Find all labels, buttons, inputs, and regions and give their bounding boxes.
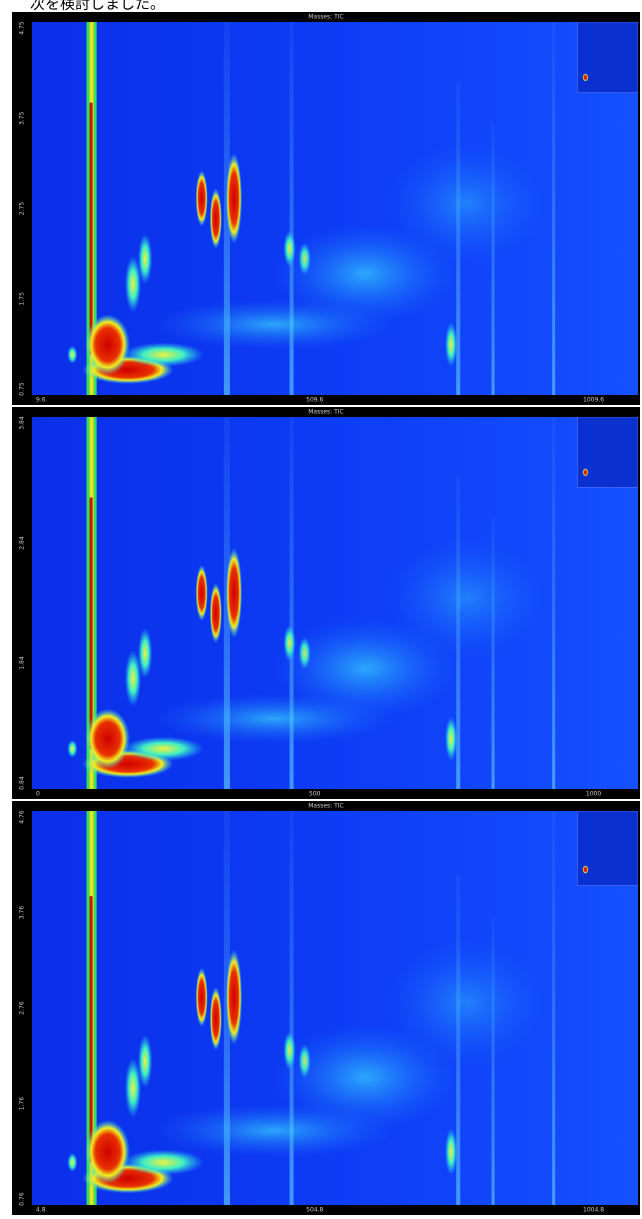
x-tick-label: 1009.6	[583, 397, 604, 404]
y-tick-label: 2.76	[19, 1001, 26, 1015]
panel-title: Masses: TIC	[308, 409, 343, 416]
y-tick-label: 2.84	[19, 536, 26, 550]
y-tick-label: 3.75	[19, 111, 26, 125]
x-tick-label: 504.8	[306, 1207, 323, 1214]
y-tick-label: 3.76	[19, 906, 26, 920]
x-tick-label: 9.6	[36, 397, 46, 404]
x-tick-label: 509.6	[306, 397, 323, 404]
x-tick-label: 500	[309, 791, 321, 798]
y-tick-label: 0.84	[19, 776, 26, 790]
x-tick-label: 0	[36, 791, 40, 798]
panel-title: Masses: TIC	[308, 803, 343, 810]
y-tick-label: 1.84	[19, 656, 26, 670]
y-tick-label: 3.84	[19, 416, 26, 430]
y-tick-label: 0.76	[19, 1192, 26, 1206]
contour-plot	[32, 22, 638, 395]
x-tick-label: 1000	[586, 791, 601, 798]
y-tick-label: 0.75	[19, 382, 26, 396]
caption: 次を検討しました。	[30, 0, 165, 13]
y-tick-label: 2.75	[19, 202, 26, 216]
y-tick-label: 1.75	[19, 292, 26, 306]
y-tick-label: 1.76	[19, 1097, 26, 1111]
y-tick-label: 4.76	[19, 810, 26, 824]
contour-plot	[32, 811, 638, 1205]
y-tick-label: 4.75	[19, 21, 26, 35]
panel-title: Masses: TIC	[308, 14, 343, 21]
contour-plot	[32, 417, 638, 789]
x-tick-label: 4.8	[36, 1207, 46, 1214]
x-tick-label: 1004.8	[583, 1207, 604, 1214]
